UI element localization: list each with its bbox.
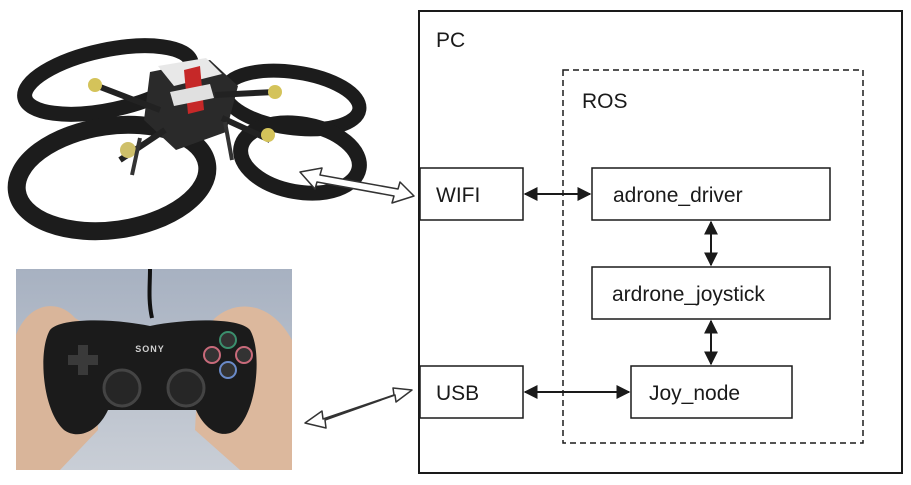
gamepad-image: SONY xyxy=(16,268,292,470)
joy-node-label: Joy_node xyxy=(649,382,740,405)
ardrone-joystick-label: ardrone_joystick xyxy=(612,283,765,306)
ar-drone-image xyxy=(7,38,367,241)
usb-interface-label: USB xyxy=(436,382,479,405)
drone-wifi-link-arrow xyxy=(299,167,415,204)
gamepad-brand-label: SONY xyxy=(135,344,165,354)
ros-boundary xyxy=(562,69,864,444)
wifi-interface-label: WIFI xyxy=(436,184,480,207)
adrone-driver-label: adrone_driver xyxy=(613,184,743,207)
joy-node-node: Joy_node xyxy=(630,365,793,419)
pc-boundary xyxy=(418,10,903,474)
ardrone-joystick-node: ardrone_joystick xyxy=(591,266,831,320)
ros-label: ROS xyxy=(582,90,628,113)
adrone-driver-node: adrone_driver xyxy=(591,167,831,221)
gamepad-usb-link-arrow xyxy=(304,387,413,429)
usb-interface-node: USB xyxy=(419,365,524,419)
pc-label: PC xyxy=(436,29,465,52)
wifi-interface-node: WIFI xyxy=(419,167,524,221)
